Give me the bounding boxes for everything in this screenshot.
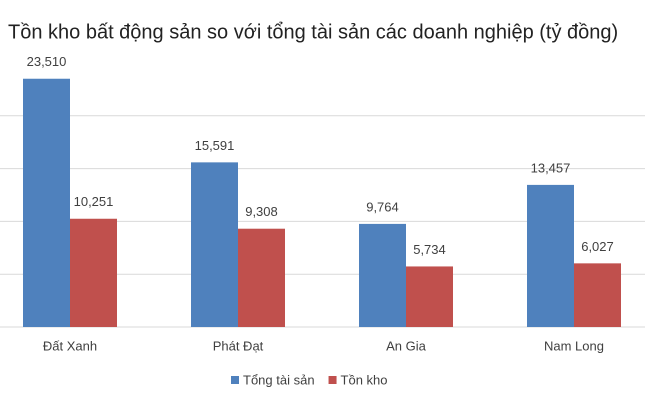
data-label: 15,591: [195, 138, 235, 153]
data-label: 9,308: [245, 204, 278, 219]
bar: [527, 184, 574, 327]
x-tick-label: An Gia: [386, 338, 427, 353]
bar: [406, 266, 453, 327]
chart-title: Tồn kho bất động sản so với tổng tài sản…: [8, 21, 618, 43]
x-tick-label: Nam Long: [544, 338, 604, 353]
data-label: 6,027: [581, 239, 614, 254]
x-tick-label: Phát Đạt: [213, 338, 264, 353]
x-tick-label: Đất Xanh: [43, 338, 97, 353]
data-label: 5,734: [413, 242, 446, 257]
legend-label: Tồn kho: [341, 372, 388, 387]
data-label: 13,457: [531, 160, 571, 175]
bar: [191, 162, 238, 327]
bar: [238, 228, 285, 327]
legend-label: Tổng tài sản: [243, 372, 315, 387]
legend-swatch: [231, 376, 239, 384]
data-label: 10,251: [74, 194, 114, 209]
bar: [359, 223, 406, 327]
bar: [70, 218, 117, 327]
bar: [23, 78, 70, 327]
data-label: 9,764: [366, 199, 399, 214]
data-label: 23,510: [27, 54, 67, 69]
bar: [574, 263, 621, 327]
legend-swatch: [328, 376, 337, 384]
